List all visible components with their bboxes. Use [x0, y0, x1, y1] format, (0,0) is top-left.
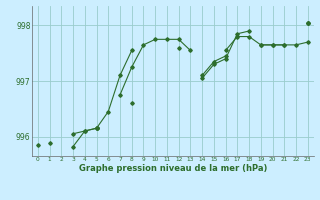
X-axis label: Graphe pression niveau de la mer (hPa): Graphe pression niveau de la mer (hPa) [79, 164, 267, 173]
